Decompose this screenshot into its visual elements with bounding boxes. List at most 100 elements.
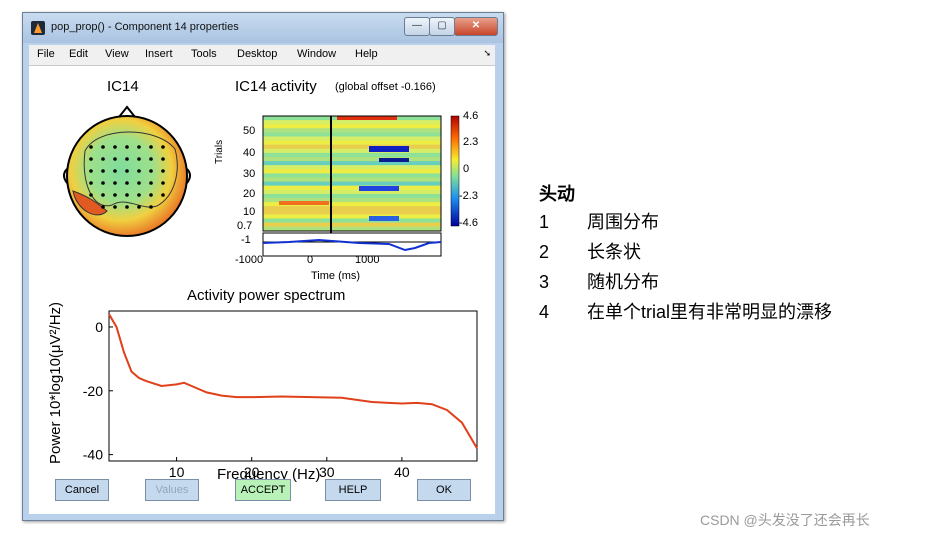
erp-blob: [379, 158, 409, 162]
erp-xlabel: Time (ms): [311, 270, 361, 282]
menu-edit[interactable]: Edit: [69, 48, 88, 60]
erp-row: [263, 132, 441, 137]
plot-frame: [108, 310, 478, 462]
electrode-dot: [125, 193, 129, 197]
watermark: CSDN @头发没了还会再长: [700, 512, 870, 528]
menu-bar: File Edit View Insert Tools Desktop Wind…: [29, 45, 495, 66]
colorbar-tick: 2.3: [463, 136, 479, 148]
erp-blob: [359, 186, 399, 191]
menu-tools[interactable]: Tools: [191, 48, 217, 60]
erp-blob: [369, 216, 399, 221]
note-text: 在单个trial里有非常明显的漂移: [587, 302, 833, 322]
erp-row: [263, 173, 441, 178]
erp-trace-tick: -1: [241, 234, 251, 246]
erp-row: [263, 157, 441, 162]
note-number: 2: [539, 242, 550, 262]
note-number: 4: [539, 302, 550, 322]
electrode-dot: [125, 181, 129, 185]
electrode-dot: [137, 181, 141, 185]
electrode-dot: [89, 181, 93, 185]
electrode-dot: [125, 169, 129, 173]
minimize-button[interactable]: —: [404, 17, 430, 36]
note-item: 2 长条状: [539, 238, 641, 264]
erp-subtitle: (global offset -0.166): [335, 81, 436, 93]
y-tick-label: 0: [95, 319, 103, 335]
electrode-dot: [125, 157, 129, 161]
erp-row: [263, 202, 441, 207]
colorbar-tick: 4.6: [463, 110, 479, 122]
erp-blob: [337, 116, 397, 120]
menu-insert[interactable]: Insert: [145, 48, 173, 60]
electrode-dot: [161, 157, 165, 161]
spectrum-xlabel: Frequency (Hz): [217, 466, 321, 483]
electrode-dot: [89, 145, 93, 149]
colorbar-tick: -4.6: [459, 217, 478, 229]
electrode-dot: [113, 181, 117, 185]
electrode-dot: [137, 157, 141, 161]
properties-window: pop_prop() - Component 14 properties — ▢…: [22, 12, 504, 521]
x-tick-label: 10: [169, 464, 185, 480]
note-item: 1 周围分布: [539, 208, 659, 234]
erp-row: [263, 189, 441, 194]
erp-row: [263, 161, 441, 166]
electrode-dot: [125, 205, 129, 209]
values-button[interactable]: Values: [145, 479, 199, 501]
y-tick-label: -40: [83, 447, 103, 463]
menu-view[interactable]: View: [105, 48, 129, 60]
electrode-dot: [101, 169, 105, 173]
electrode-dot: [161, 145, 165, 149]
erp-image-plot: [262, 115, 460, 257]
erp-row: [263, 218, 441, 223]
note-item: 3 随机分布: [539, 268, 659, 294]
title-bar[interactable]: pop_prop() - Component 14 properties — ▢…: [23, 13, 503, 43]
electrode-dot: [101, 193, 105, 197]
erp-row: [263, 128, 441, 133]
erp-trace-tick: 0.7: [237, 220, 253, 232]
erp-title: IC14 activity: [235, 78, 317, 95]
erp-row: [263, 193, 441, 198]
erp-xtick: 0: [307, 254, 314, 266]
electrode-dot: [89, 193, 93, 197]
ok-button[interactable]: OK: [417, 479, 471, 501]
maximize-button[interactable]: ▢: [429, 17, 455, 36]
x-tick-label: 20: [244, 464, 260, 480]
erp-blob: [279, 201, 329, 205]
note-text: 周围分布: [587, 212, 659, 232]
note-text: 随机分布: [587, 272, 659, 292]
menu-window[interactable]: Window: [297, 48, 337, 60]
colorbar-tick: 0: [463, 163, 470, 175]
electrode-dot: [161, 193, 165, 197]
menu-file[interactable]: File: [37, 48, 55, 60]
erp-ytick: 40: [243, 147, 256, 159]
erp-ylabel: Trials: [214, 139, 225, 164]
erp-xtick: -1000: [235, 254, 264, 266]
accept-button[interactable]: ACCEPT: [235, 479, 291, 501]
electrode-dot: [149, 181, 153, 185]
menu-desktop[interactable]: Desktop: [237, 48, 278, 60]
spectrum-line: [108, 313, 478, 449]
electrode-dot: [113, 169, 117, 173]
electrode-dot: [149, 193, 153, 197]
erp-row: [263, 165, 441, 170]
erp-blob: [369, 146, 409, 152]
erp-row: [263, 120, 441, 125]
note-text: 长条状: [587, 242, 641, 262]
menubar-arrow-icon[interactable]: ➘: [483, 48, 491, 58]
electrode-dot: [149, 169, 153, 173]
cancel-button[interactable]: Cancel: [55, 479, 109, 501]
erp-row: [263, 181, 441, 186]
close-button[interactable]: ✕: [454, 17, 498, 36]
spectrum-ylabel: Power 10*log10(μV²/Hz): [47, 301, 64, 464]
note-number: 3: [539, 272, 550, 292]
erp-ytick: 30: [243, 168, 256, 180]
help-button[interactable]: HELP: [325, 479, 381, 501]
erp-ytick: 50: [243, 125, 256, 137]
note-number: 1: [539, 212, 550, 232]
electrode-dot: [149, 145, 153, 149]
erp-ytick: 20: [243, 188, 256, 200]
window-title: pop_prop() - Component 14 properties: [51, 21, 239, 33]
erp-row: [263, 210, 441, 215]
menu-help[interactable]: Help: [355, 48, 378, 60]
erp-xtick: 1000: [355, 254, 380, 266]
erp-row: [263, 198, 441, 203]
